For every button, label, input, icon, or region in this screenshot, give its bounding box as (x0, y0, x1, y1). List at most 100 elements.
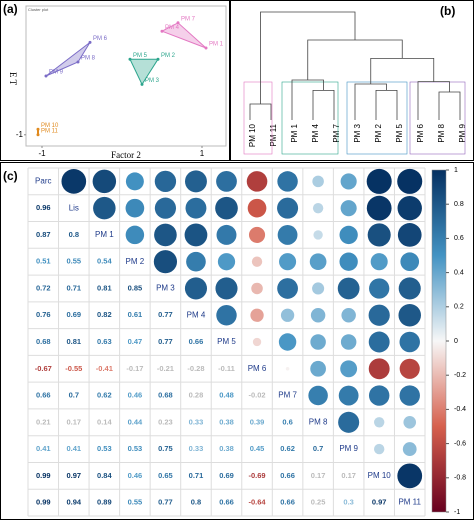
correlation-circle (279, 253, 297, 271)
correlation-value: -0.11 (218, 364, 235, 373)
dendrogram-link (312, 90, 335, 120)
colorbar-tick-label: -0.2 (454, 372, 466, 379)
point (36, 127, 40, 131)
correlation-circle (184, 223, 208, 247)
correlation-circle (339, 252, 358, 271)
correlation-circle (340, 200, 357, 217)
leaf-label: PM 5 (395, 123, 404, 142)
correlation-circle (251, 256, 263, 267)
point-label: PM 10 (41, 123, 59, 129)
correlation-value: -0.21 (157, 364, 174, 373)
dendrogram-link (417, 81, 450, 120)
dendrogram-link (307, 39, 403, 80)
correlation-circle (368, 304, 390, 326)
point (140, 82, 144, 86)
correlation-value: 0.65 (158, 471, 173, 480)
point (160, 29, 164, 33)
correlation-value: 0.66 (189, 337, 204, 346)
correlation-value: -0.55 (65, 364, 82, 373)
variable-label: PM 10 (368, 471, 392, 480)
colorbar-tick-label: -0.6 (454, 440, 466, 447)
x-tick-label: 1 (200, 149, 205, 158)
correlation-value: 0.7 (313, 444, 323, 453)
correlation-value: 0.33 (189, 444, 204, 453)
colorbar-tick-label: 1 (454, 167, 458, 174)
dendrogram-link (375, 90, 398, 120)
variable-label: PM 2 (126, 257, 145, 266)
correlation-value: 0.55 (128, 498, 143, 507)
point (76, 60, 80, 64)
correlation-value: 0.17 (311, 471, 326, 480)
correlation-circle (217, 253, 236, 271)
correlation-value: 0.47 (128, 337, 143, 346)
correlation-circle (341, 308, 356, 323)
point (128, 57, 132, 61)
point (44, 74, 48, 78)
y-tick-label: -1 (16, 130, 24, 139)
correlation-value: 0.71 (189, 471, 204, 480)
x-tick-label: -1 (38, 149, 46, 158)
correlation-circle (184, 170, 207, 193)
correlation-circle (310, 308, 326, 323)
correlation-value: 0.66 (280, 498, 295, 507)
point-label: PM 1 (209, 42, 224, 48)
correlation-circle (374, 417, 385, 428)
correlation-circle (154, 170, 177, 193)
correlation-value: 0.53 (128, 444, 143, 453)
colorbar-tick-label: -0.8 (454, 475, 466, 482)
variable-label: PM 6 (248, 364, 267, 373)
panel-frame (0, 0, 230, 161)
correlation-circle (125, 225, 145, 245)
correlation-circle (251, 282, 263, 295)
correlation-circle (154, 197, 177, 219)
cluster-box (346, 81, 408, 155)
correlation-value: 0.66 (219, 498, 234, 507)
variable-label: PM 5 (217, 337, 236, 346)
correlation-value: 0.8 (191, 498, 201, 507)
correlation-circle (186, 251, 206, 272)
correlation-circle (153, 250, 178, 274)
correlation-value: 0.66 (280, 471, 295, 480)
panel-label: (c) (3, 169, 18, 183)
correlation-value: 0.3 (343, 498, 353, 507)
correlation-value: 0.75 (158, 444, 173, 453)
point-label: PM 3 (145, 78, 160, 84)
correlation-circle (61, 169, 87, 194)
correlation-value: 0.46 (128, 391, 143, 400)
dendrogram-link (354, 83, 387, 120)
correlation-circle (339, 225, 358, 245)
point (176, 21, 180, 25)
correlation-circle (337, 277, 360, 300)
leaf-label: PM 4 (311, 123, 320, 142)
variable-label: PM 8 (309, 417, 328, 426)
correlation-value: 0.89 (97, 498, 112, 507)
correlation-circle (125, 172, 144, 191)
correlation-value: 0.77 (158, 337, 173, 346)
correlation-value: 0.71 (67, 283, 82, 292)
point-label: PM 7 (181, 16, 196, 22)
correlation-value: 0.72 (36, 283, 51, 292)
correlation-circle (252, 337, 262, 347)
correlation-value: 0.99 (36, 498, 51, 507)
correlation-circle (313, 230, 323, 240)
correlation-value: 0.17 (67, 417, 82, 426)
point-label: PM 8 (81, 56, 96, 62)
correlation-circle (338, 385, 359, 406)
correlation-circle (310, 334, 326, 350)
correlation-circle (398, 303, 421, 327)
correlation-circle (247, 198, 267, 218)
dendrogram-link (370, 58, 435, 84)
correlation-circle (184, 277, 208, 300)
colorbar-tick-label: 0.8 (454, 201, 464, 208)
correlation-circle (280, 308, 295, 322)
colorbar (431, 169, 447, 513)
correlation-value: 0.14 (97, 417, 112, 426)
cluster-hull (45, 42, 91, 77)
correlation-value: 0.62 (97, 391, 112, 400)
correlation-value: 0.97 (67, 471, 82, 480)
correlation-circle (340, 334, 357, 350)
correlation-circle (308, 385, 328, 406)
correlation-circle (398, 277, 421, 300)
dendrogram-link (291, 79, 324, 120)
